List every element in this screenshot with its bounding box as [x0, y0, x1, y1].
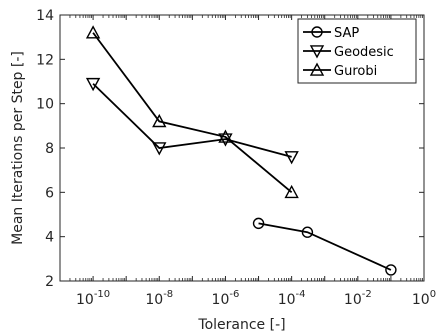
legend-item-sap: SAP: [303, 26, 359, 41]
y-axis-label: Mean Iterations per Step [-]: [10, 51, 26, 245]
legend-item-geodesic: Geodesic: [303, 45, 394, 60]
x-axis-label: Tolerance [-]: [197, 317, 285, 333]
sap-point: [385, 264, 397, 276]
gurobi-point: [152, 113, 167, 128]
y-tick-labels: 2 4 6 8 10 12 14: [36, 8, 54, 290]
plot-frame: [59, 14, 425, 282]
series-sap: [252, 217, 397, 276]
series-gurobi: [85, 25, 299, 199]
geodesic-point: [284, 151, 299, 165]
y-tick-label: 10: [36, 97, 54, 113]
gurobi-point: [284, 184, 299, 199]
legend-swatch-marker: [309, 45, 325, 59]
x-tick-label: 10-4: [278, 289, 306, 308]
series-layer: [85, 25, 397, 276]
sap-point: [252, 217, 265, 230]
legend-label: SAP: [334, 26, 359, 41]
legend-swatch-marker: [309, 62, 325, 76]
x-tick-label: 100: [412, 289, 436, 308]
sap-point: [301, 226, 314, 238]
geodesic-point: [85, 77, 101, 92]
y-tick-label: 4: [45, 230, 54, 246]
sap-line: [258, 222, 392, 271]
gurobi-point: [85, 25, 101, 39]
y-tick-label: 6: [45, 185, 54, 201]
geodesic-line: [92, 83, 292, 158]
y-tick-label: 2: [45, 274, 54, 290]
y-tick-label: 14: [36, 8, 54, 24]
x-tick-label: 10-2: [344, 289, 372, 308]
legend-swatch-marker: [311, 26, 323, 38]
legend-label: Geodesic: [334, 45, 394, 60]
gurobi-line: [92, 32, 293, 194]
x-tick-labels: 10-10 10-8 10-6 10-4 10-2 100: [76, 289, 436, 308]
legend-item-gurobi: Gurobi: [303, 62, 377, 79]
gurobi-point: [218, 129, 233, 143]
y-tick-label: 8: [45, 141, 54, 157]
geodesic-point: [152, 142, 167, 156]
x-tick-label: 10-8: [145, 289, 173, 308]
x-tick-label: 10-10: [76, 289, 110, 308]
x-tick-label: 10-6: [212, 289, 240, 308]
legend-label: Gurobi: [334, 64, 377, 79]
series-geodesic: [85, 77, 299, 165]
y-tick-label: 12: [36, 52, 54, 68]
legend: SAP Geodesic Gurobi: [297, 18, 417, 84]
